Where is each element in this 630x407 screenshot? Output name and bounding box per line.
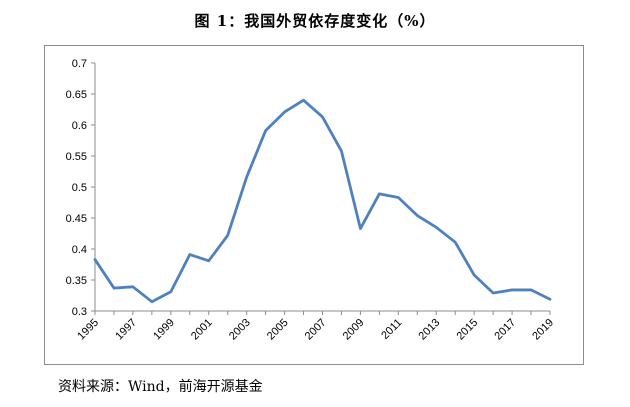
chart-title: 图 1：我国外贸依存度变化（%）	[194, 12, 436, 30]
series-line	[93, 98, 552, 304]
x-tick-label: 1997	[113, 317, 139, 343]
plot-area	[93, 98, 552, 304]
data-point	[321, 116, 324, 119]
y-tick-label: 0.7	[72, 58, 87, 70]
x-tick-label: 2017	[492, 317, 518, 343]
data-point	[530, 289, 533, 292]
y-tick-label: 0.45	[66, 213, 87, 225]
x-tick-label: 2005	[265, 317, 291, 343]
data-point	[397, 196, 400, 199]
x-tick-label: 2015	[454, 317, 480, 343]
data-point	[245, 176, 248, 179]
y-axis-ticks: 0.3 0.35 0.4 0.45 0.5 0.55 0.6 0.65 0.7	[66, 58, 95, 318]
data-point	[473, 274, 476, 277]
x-axis-ticks: 1995 1997 1999 2001 2003 2005 2007 2009 2011 2013…	[75, 311, 556, 342]
y-tick-label: 0.35	[66, 275, 87, 287]
data-point	[226, 234, 229, 237]
data-point	[113, 287, 116, 290]
data-point	[492, 292, 495, 295]
data-point	[340, 150, 343, 153]
data-point	[454, 241, 457, 244]
chart-frame	[44, 45, 584, 365]
data-point	[264, 129, 267, 132]
data-point	[169, 290, 172, 293]
data-point	[416, 214, 419, 217]
x-tick-label: 2007	[303, 317, 329, 343]
y-tick-label: 0.4	[72, 244, 87, 256]
x-tick-label: 2003	[227, 317, 253, 343]
data-point	[549, 298, 552, 301]
data-point	[378, 192, 381, 195]
data-point	[283, 111, 286, 114]
source-note: 资料来源：Wind，前海开源基金	[58, 379, 263, 395]
data-point	[302, 99, 305, 102]
y-tick-label: 0.65	[66, 89, 87, 101]
x-tick-label: 2009	[341, 317, 367, 343]
data-point	[132, 285, 135, 288]
x-tick-label: 1995	[75, 317, 101, 343]
y-tick-label: 0.6	[72, 120, 87, 132]
x-tick-label: 2013	[417, 317, 443, 343]
data-point	[188, 253, 191, 256]
x-tick-label: 1999	[151, 317, 177, 343]
data-point	[207, 259, 210, 262]
data-point	[511, 289, 514, 292]
x-tick-label: 2011	[379, 317, 404, 342]
axes	[94, 63, 550, 312]
x-tick-label: 2019	[530, 317, 556, 343]
data-point	[359, 227, 362, 230]
x-tick-label: 2001	[189, 317, 215, 343]
data-point	[150, 300, 153, 303]
y-tick-label: 0.3	[72, 306, 87, 318]
y-tick-label: 0.55	[66, 151, 87, 163]
data-point	[94, 258, 97, 261]
y-tick-label: 0.5	[72, 182, 87, 194]
data-point	[435, 226, 438, 229]
